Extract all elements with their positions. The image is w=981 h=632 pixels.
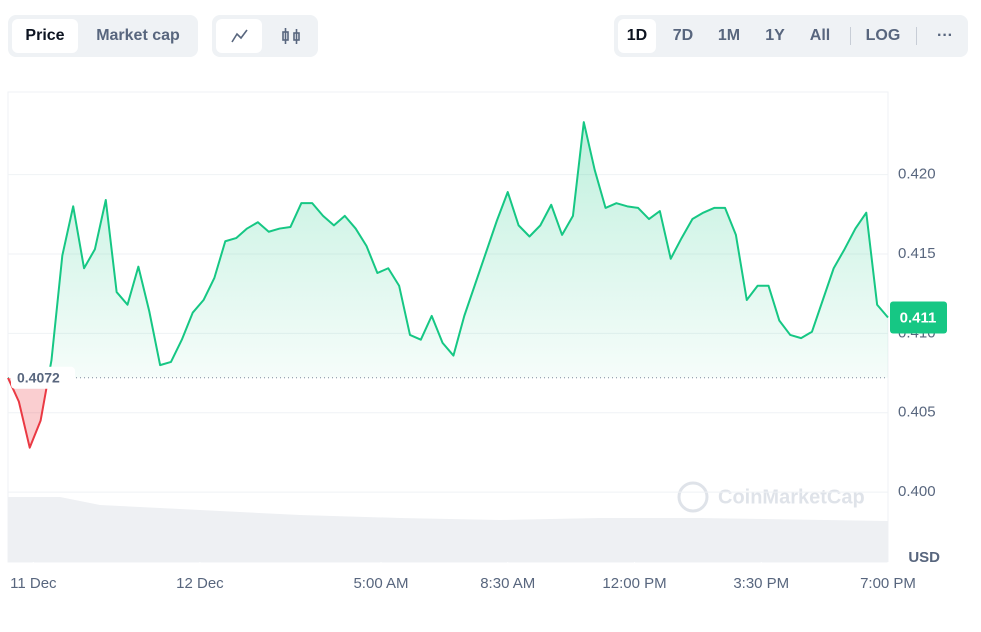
x-tick-label: 3:30 PM xyxy=(733,575,789,592)
baseline-label-bg xyxy=(11,366,75,389)
x-tick-label: 12 Dec xyxy=(176,575,224,592)
candle-style-button[interactable] xyxy=(268,19,314,53)
log-button[interactable]: LOG xyxy=(865,27,901,44)
x-tick-label: 5:00 AM xyxy=(353,575,408,592)
separator xyxy=(916,27,917,45)
range-button[interactable]: 1M xyxy=(717,27,741,44)
volume-area xyxy=(8,497,888,562)
separator xyxy=(850,27,851,45)
x-tick-label: 12:00 PM xyxy=(602,575,666,592)
range-button[interactable]: 1Y xyxy=(765,27,785,44)
price-area xyxy=(8,122,888,448)
range-button[interactable]: 1D xyxy=(618,19,656,53)
y-tick-label: 0.410 xyxy=(898,324,936,341)
range-toggle: 1D 7D 1M 1Y All LOG ··· xyxy=(614,15,968,57)
range-button[interactable]: 7D xyxy=(672,27,694,44)
chart-style-toggle xyxy=(212,15,318,57)
y-tick-label: 0.420 xyxy=(898,166,936,183)
current-price-badge xyxy=(890,301,947,334)
line-style-button[interactable] xyxy=(216,19,262,53)
watermark-text: CoinMarketCap xyxy=(718,486,865,508)
baseline-label: 0.4072 xyxy=(17,370,60,386)
line-icon xyxy=(231,29,248,43)
plot-frame xyxy=(7,91,889,563)
y-tick-label: 0.405 xyxy=(898,404,936,421)
x-tick-label: 11 Dec xyxy=(10,575,57,592)
y-tick-label: 0.415 xyxy=(898,245,936,262)
range-button[interactable]: All xyxy=(809,27,831,44)
more-button[interactable]: ··· xyxy=(937,27,953,44)
x-tick-label: 8:30 AM xyxy=(480,575,535,592)
market-cap-button[interactable]: Market cap xyxy=(96,27,180,44)
candle-icon xyxy=(282,28,300,44)
price-button[interactable]: Price xyxy=(12,19,78,53)
current-price-label: 0.411 xyxy=(900,309,937,326)
price-line xyxy=(7,121,889,449)
metric-toggle: Price Market cap xyxy=(8,15,198,57)
y-tick-label: 0.400 xyxy=(898,483,936,500)
y-unit: USD xyxy=(908,549,940,566)
x-tick-label: 7:00 PM xyxy=(860,575,916,592)
watermark: CoinMarketCap xyxy=(677,481,865,513)
